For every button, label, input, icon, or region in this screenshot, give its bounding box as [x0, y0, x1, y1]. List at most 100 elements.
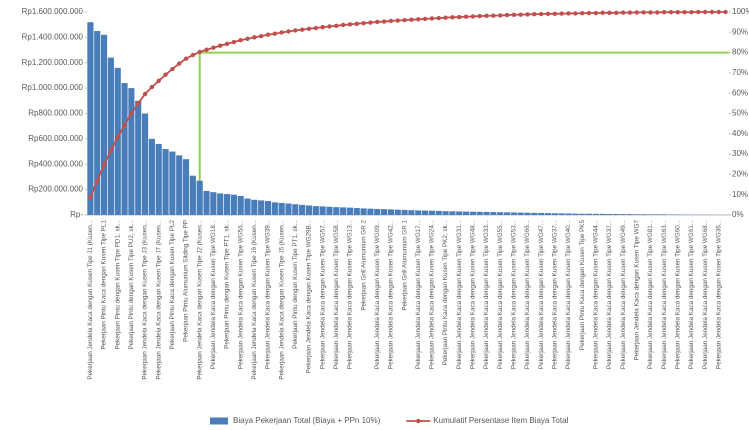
line-marker — [491, 13, 496, 18]
legend-label: Biaya Pekerjaan Total (Biaya + PPn 10%) — [233, 416, 381, 425]
line-marker — [163, 72, 168, 77]
bar — [394, 209, 401, 215]
line-marker — [279, 30, 284, 35]
line-marker — [498, 13, 503, 18]
cumulative-line — [89, 11, 726, 198]
bar — [251, 199, 258, 215]
x-tick-label: Pekerjaan Grill Alumunium GR 1 — [401, 220, 408, 311]
line-marker — [422, 16, 428, 22]
legend-label: Kumulatif Persentase Item Biaya Total — [433, 416, 568, 425]
line-marker — [627, 10, 633, 15]
line-marker — [716, 9, 721, 15]
bar — [223, 194, 231, 215]
line-marker — [436, 15, 441, 21]
bar — [107, 57, 114, 215]
x-tick-label: Pekerjaan Jendela Kaca dengan Kusen Tipe… — [592, 220, 599, 369]
bar — [87, 22, 94, 216]
x-tick-label: Pekerjaan Jendela Kaca dengan Kusen Tipe… — [374, 220, 381, 369]
bar — [626, 214, 634, 215]
line-marker — [620, 10, 626, 15]
bar — [415, 210, 422, 215]
line-marker — [327, 24, 332, 29]
line-marker — [450, 15, 455, 20]
line-marker — [170, 66, 175, 72]
line-marker — [409, 17, 414, 22]
line-marker — [668, 10, 674, 15]
y2-tick-label: 80% — [732, 48, 748, 57]
line-marker — [381, 19, 387, 24]
line-marker — [600, 10, 605, 16]
line-marker — [525, 12, 530, 17]
line-marker — [463, 14, 469, 19]
y2-tick-label: 60% — [732, 88, 748, 97]
line-marker — [682, 10, 687, 15]
bar — [408, 210, 415, 215]
y-tick-label: Rp1.000.000.000 — [22, 83, 84, 92]
bar — [121, 83, 128, 215]
bar — [210, 192, 217, 215]
x-tick-label: Pekerjaan Jendela Kaca dengan Kusen Tipe… — [333, 220, 340, 369]
line-marker — [443, 15, 448, 20]
line-marker — [661, 10, 667, 15]
line-marker — [177, 61, 182, 66]
y2-tick-label: 20% — [732, 170, 748, 179]
line-marker — [634, 10, 639, 15]
line-marker — [101, 162, 107, 167]
line-marker — [607, 10, 612, 16]
line-marker — [477, 13, 482, 19]
y2-tick-label: 30% — [732, 149, 748, 158]
bar — [565, 213, 572, 215]
line-marker — [559, 11, 564, 16]
bar — [585, 213, 593, 215]
bar — [94, 31, 101, 215]
x-tick-label: Pekerjaan Jendela Kaca dengan Kusen Tipe… — [237, 220, 244, 369]
y2-tick-label: 40% — [732, 129, 748, 138]
line-marker — [429, 16, 435, 21]
bar — [551, 213, 558, 215]
bar — [469, 211, 476, 215]
bar — [176, 155, 183, 215]
bar — [647, 214, 654, 215]
line-marker — [306, 26, 312, 32]
line-marker — [579, 11, 585, 16]
x-tick-label: Pekerjaan Jendela Kaca dengan Kusen Tipe… — [633, 220, 640, 361]
bar — [353, 208, 360, 215]
x-tick-label: Pekerjaan Pintu dengan Kusen Tipe PD1, s… — [114, 220, 121, 350]
bar — [613, 213, 620, 215]
x-tick-label: Pekerjaan Jendela Kaca dengan Kusen Tipe… — [347, 220, 354, 369]
bar — [367, 208, 374, 215]
bar — [278, 202, 285, 215]
bar — [114, 67, 121, 215]
bar — [517, 212, 524, 215]
line-marker — [238, 38, 243, 43]
line-marker — [723, 9, 728, 15]
x-tick-label: Pekerjaan Jendela Kaca dengan Kusen Tipe… — [142, 220, 149, 380]
line-marker — [340, 22, 346, 28]
line-marker — [518, 12, 523, 17]
line-marker — [211, 45, 216, 50]
line-marker — [402, 17, 407, 23]
line-marker — [368, 20, 373, 25]
bar — [620, 214, 627, 215]
bar — [271, 202, 278, 215]
bar — [319, 206, 326, 215]
x-tick-label: Pekerjaan Pintu dengan Kusen Tipe PT1, s… — [292, 220, 299, 349]
line-marker — [538, 11, 544, 17]
x-tick-label: Pekerjaan Grill Alumunium GR 2 — [360, 220, 367, 311]
line-marker — [95, 178, 100, 184]
line-marker — [347, 22, 353, 27]
bar — [101, 34, 108, 216]
line-marker — [320, 25, 325, 30]
line-marker — [552, 11, 558, 17]
bar — [442, 211, 449, 215]
line-marker — [258, 33, 264, 39]
bar — [599, 213, 606, 215]
bar — [217, 193, 224, 215]
line-marker — [217, 43, 223, 48]
line-marker — [313, 25, 318, 31]
line-marker — [504, 12, 510, 18]
x-tick-label: Pekerjaan Pintu Kaca dengan Kusen Tipe P… — [442, 220, 449, 366]
bar — [640, 214, 647, 215]
bar — [162, 149, 169, 215]
line-marker — [156, 78, 161, 84]
